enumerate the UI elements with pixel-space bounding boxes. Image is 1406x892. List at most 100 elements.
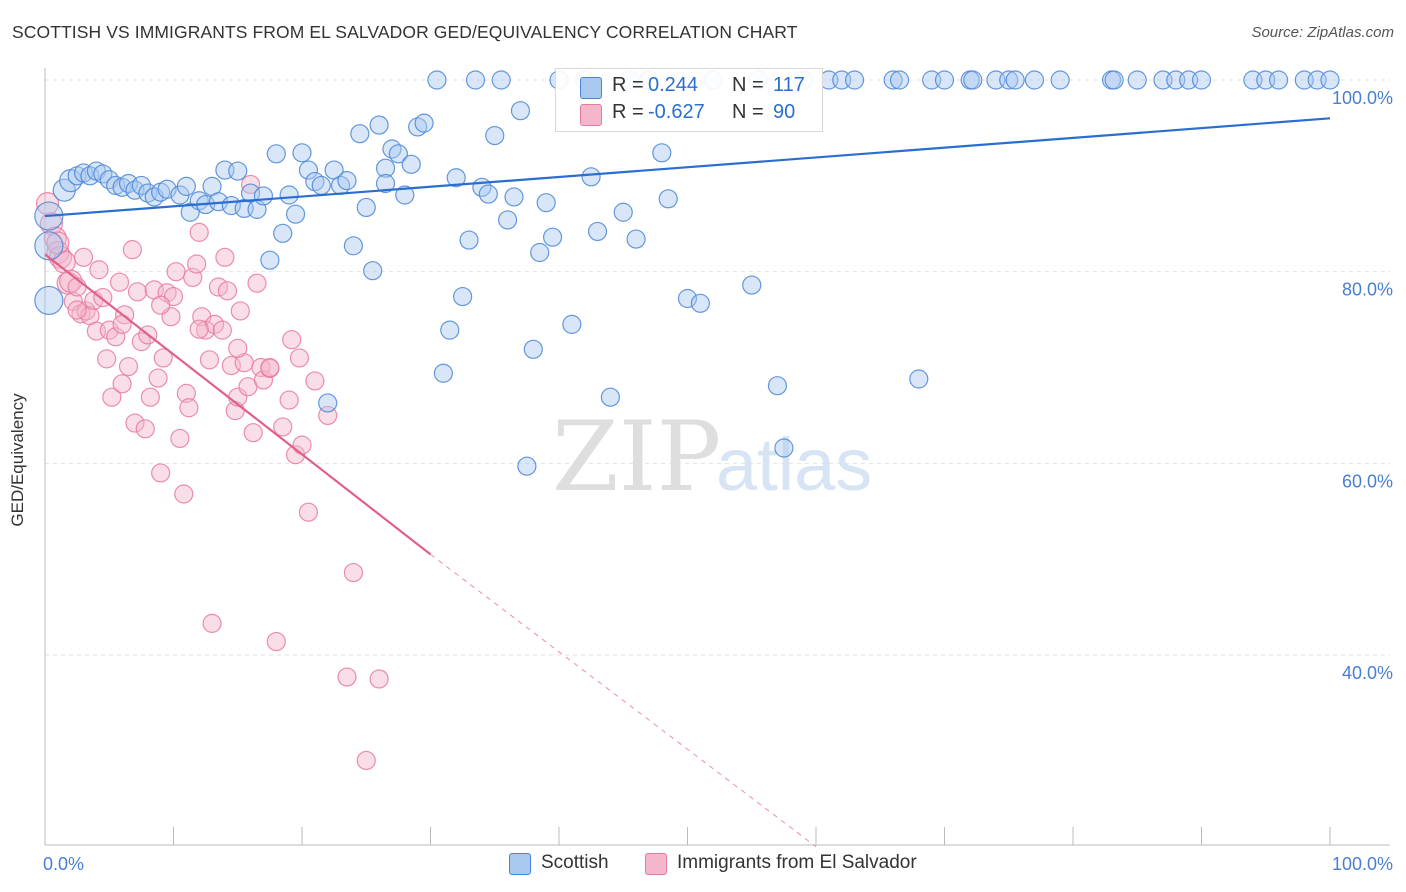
scottish-point (414, 113, 434, 133)
scottish-point (485, 125, 505, 146)
el-salvador-point (305, 371, 325, 391)
scottish-point (427, 70, 447, 90)
scottish-point (375, 158, 396, 178)
legend-r-key: R = (612, 101, 644, 123)
watermark-atlas: atlas (716, 423, 872, 506)
el-salvador-point (215, 247, 235, 267)
scottish-point (318, 393, 338, 413)
stats-legend: R = 0.244 N = 117 R = -0.627 N = 90 (555, 68, 823, 132)
el-salvador-point (176, 383, 196, 403)
scottish-point (298, 160, 319, 180)
scottish-point (600, 387, 621, 407)
el-salvador-point (343, 562, 363, 583)
bottom-legend-swatch-scottish (509, 853, 531, 875)
el-salvador-point (356, 750, 376, 771)
el-salvador-point (228, 338, 248, 358)
legend-n-value: 90 (773, 101, 796, 123)
series-scottish-points (34, 70, 1340, 476)
el-salvador-point (170, 428, 190, 449)
trend-line-el-salvador (44, 253, 432, 556)
el-salvador-point (282, 330, 302, 350)
scottish-point (767, 376, 788, 396)
scottish-point (844, 70, 865, 90)
scottish-point (34, 285, 64, 316)
watermark-zip: ZIP (552, 401, 721, 513)
scottish-point (1268, 70, 1289, 90)
el-salvador-point (205, 314, 225, 334)
scottish-point (517, 456, 537, 476)
chart-title: SCOTTISH VS IMMIGRANTS FROM EL SALVADOR … (12, 22, 798, 42)
el-salvador-point (337, 667, 357, 687)
el-salvador-point (102, 387, 122, 407)
el-salvador-point (151, 463, 171, 483)
legend-swatch-el-salvador (580, 104, 602, 126)
scottish-point (1127, 70, 1147, 90)
el-salvador-point (285, 445, 306, 465)
el-salvador-point (179, 398, 199, 418)
scottish-point (285, 204, 306, 224)
scottish-point (562, 314, 582, 334)
scottish-point (542, 227, 563, 247)
el-salvador-point (153, 348, 173, 368)
scottish-point (433, 363, 453, 383)
el-salvador-point (148, 368, 168, 388)
scottish-point (228, 161, 248, 181)
el-salvador-point (260, 357, 280, 378)
el-salvador-point (369, 669, 389, 689)
el-salvador-point (243, 423, 263, 443)
scottish-point (465, 70, 486, 90)
scottish-point (613, 202, 633, 222)
scottish-point (266, 144, 286, 164)
x-tick-labels: 0.0% 100.0% (43, 854, 1393, 874)
scottish-point (530, 242, 550, 263)
scottish-point (1005, 70, 1025, 90)
bottom-legend-swatch-el-salvador (645, 853, 667, 875)
y-tick-label: 40.0% (1342, 663, 1393, 683)
el-salvador-point (199, 350, 220, 370)
legend-n-key: N = (732, 101, 764, 123)
scottish-point (1104, 70, 1124, 90)
legend-swatch-scottish (580, 77, 602, 99)
el-salvador-point (135, 419, 155, 439)
el-salvador-point (127, 282, 148, 302)
scottish-point (253, 186, 274, 206)
legend-r-key: R = (612, 74, 644, 96)
scottish-point (999, 70, 1019, 90)
scottish-point (1320, 70, 1340, 90)
el-salvador-point (217, 281, 238, 301)
el-salvador-point (122, 240, 142, 260)
scottish-point (491, 70, 511, 90)
scottish-point (369, 115, 389, 135)
legend-n-key: N = (732, 74, 764, 96)
scottish-point (311, 175, 331, 196)
el-salvador-point (247, 273, 267, 293)
scottish-point (504, 187, 524, 207)
scottish-point (401, 154, 421, 174)
y-tick-labels: 40.0% 60.0% 80.0% 100.0% (1332, 88, 1393, 683)
el-salvador-point (174, 484, 194, 504)
scottish-point (774, 438, 794, 458)
scottish-point (363, 261, 383, 281)
y-tick-label: 80.0% (1342, 280, 1393, 300)
el-salvador-point (97, 349, 117, 369)
scottish-point (395, 185, 415, 205)
bottom-legend-label-scottish: Scottish (541, 852, 609, 873)
scottish-point (176, 176, 196, 196)
el-salvador-point (189, 319, 209, 339)
el-salvador-point (73, 247, 94, 267)
el-salvador-point (289, 348, 310, 368)
y-tick-label: 100.0% (1332, 88, 1393, 108)
el-salvador-point (266, 631, 286, 652)
scottish-point (658, 189, 678, 209)
el-salvador-point (109, 272, 130, 292)
scottish-point (337, 171, 357, 191)
scottish-point (963, 70, 983, 90)
el-salvador-point (279, 390, 299, 410)
el-salvador-point (298, 502, 319, 522)
scottish-point (626, 229, 646, 249)
el-salvador-point (106, 327, 126, 347)
scottish-point (375, 173, 396, 194)
scottish-point (536, 193, 556, 213)
